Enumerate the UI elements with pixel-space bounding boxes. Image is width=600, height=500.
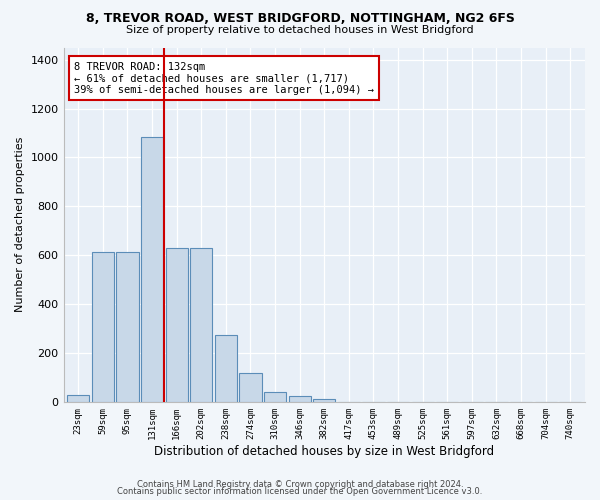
X-axis label: Distribution of detached houses by size in West Bridgford: Distribution of detached houses by size … (154, 444, 494, 458)
Bar (190, 248, 212, 402)
Bar (239, 372, 262, 402)
Bar (141, 136, 163, 402)
Text: Contains HM Land Registry data © Crown copyright and database right 2024.: Contains HM Land Registry data © Crown c… (137, 480, 463, 489)
Bar (92, 252, 114, 402)
Text: Contains public sector information licensed under the Open Government Licence v3: Contains public sector information licen… (118, 487, 482, 496)
Bar (289, 396, 311, 402)
Bar (264, 392, 286, 402)
Text: 8, TREVOR ROAD, WEST BRIDGFORD, NOTTINGHAM, NG2 6FS: 8, TREVOR ROAD, WEST BRIDGFORD, NOTTINGH… (86, 12, 514, 26)
Text: Size of property relative to detached houses in West Bridgford: Size of property relative to detached ho… (126, 25, 474, 35)
Text: 8 TREVOR ROAD: 132sqm
← 61% of detached houses are smaller (1,717)
39% of semi-d: 8 TREVOR ROAD: 132sqm ← 61% of detached … (74, 62, 374, 95)
Y-axis label: Number of detached properties: Number of detached properties (15, 137, 25, 312)
Bar (166, 248, 188, 402)
Bar (67, 394, 89, 402)
Bar (313, 398, 335, 402)
Bar (215, 334, 237, 402)
Bar (116, 252, 139, 402)
